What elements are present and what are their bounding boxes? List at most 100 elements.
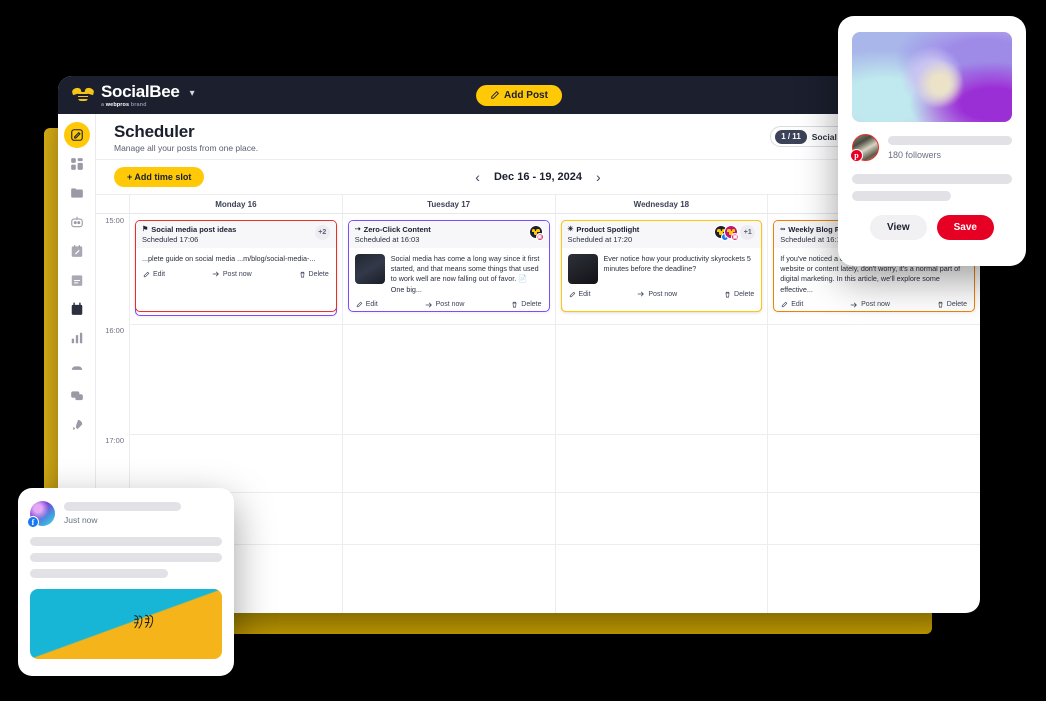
calendar-column-wednesday[interactable]: ⚑Social media infographicScheduled 15:07… (554, 214, 768, 613)
grid-icon (70, 158, 83, 170)
time-gutter: 15:00 16:00 17:00 (96, 214, 129, 613)
sidebar-item-scheduler[interactable] (64, 296, 90, 322)
chevron-left-icon[interactable]: ‹ (475, 169, 480, 185)
post-title-text: Social media post ideas (151, 225, 237, 234)
bell-icon (71, 366, 82, 370)
sidebar-item-notifications[interactable] (64, 354, 90, 380)
delete-label: Delete (521, 301, 542, 309)
sidebar-item-engage[interactable] (64, 383, 90, 409)
skeleton-line (852, 174, 1012, 184)
sidebar-item-post-editor[interactable] (64, 238, 90, 264)
trash-icon (512, 302, 517, 308)
post-now-action[interactable]: Post now (212, 270, 252, 278)
delete-action[interactable]: Delete (299, 270, 329, 278)
calendar-column-tuesday[interactable]: ⇢ Zero-Click Content Scheduled at 16:03 ▣ So… (341, 214, 555, 613)
post-card-actions: Edit Post now Delete (774, 301, 974, 311)
day-header-thursday (767, 195, 980, 213)
day-header-tuesday: Tuesday 17 (341, 195, 555, 213)
compose-icon (70, 129, 83, 141)
time-label-17: 17:00 (105, 436, 124, 445)
post-text: Social media has come a long way since i… (390, 254, 540, 294)
edit-action[interactable]: Edit (781, 301, 803, 309)
chevron-down-icon[interactable]: ▾ (189, 87, 195, 99)
arrow-right-icon (638, 291, 645, 297)
sidebar-item-schedule[interactable] (64, 267, 90, 293)
sidebar-item-dashboard[interactable] (64, 151, 90, 177)
extra-accounts-badge: +1 (740, 225, 756, 240)
calendar-day-headers: Monday 16 Tuesday 17 Wednesday 18 (96, 195, 980, 214)
post-card-actions: Edit Post now Delete (136, 270, 336, 282)
edit-label: Edit (578, 290, 591, 298)
add-time-slot-button[interactable]: + Add time slot (114, 167, 205, 187)
facebook-preview-card: f Just now (18, 488, 234, 676)
post-thumbnail (354, 254, 385, 284)
post-title-text: Weekly Blog Post (788, 225, 852, 234)
robot-icon (70, 216, 83, 228)
hour-divider (129, 492, 980, 493)
skeleton-line (30, 537, 222, 546)
post-now-action[interactable]: Post now (637, 290, 677, 298)
post-scheduled-time: Scheduled 17:06 (142, 235, 199, 244)
add-post-label: Add Post (504, 89, 548, 101)
day-header-wednesday: Wednesday 18 (554, 195, 768, 213)
instagram-badge-icon: ▣ (535, 233, 544, 241)
date-navigator: ‹ Dec 16 - 19, 2024 › (475, 170, 600, 184)
notification-header: f Just now (27, 501, 222, 528)
ladder-icon (133, 614, 154, 629)
social-accounts-count: 1 / 11 (775, 129, 807, 144)
trash-icon (938, 302, 943, 308)
date-range-label: Dec 16 - 19, 2024 (493, 171, 583, 183)
add-post-button[interactable]: Add Post (476, 84, 562, 106)
post-now-action[interactable]: Post now (425, 301, 465, 309)
pinterest-preview-card: р 180 followers View Save (838, 16, 1026, 266)
brand-logo[interactable]: SocialBee a webpros brand ▾ (71, 83, 195, 108)
post-text: ...plete guide on social media ...m/blog… (142, 254, 316, 263)
post-now-label: Post now (435, 301, 465, 309)
sidebar-item-whats-new[interactable] (64, 412, 90, 438)
time-label-16: 16:00 (105, 326, 124, 335)
sidebar-item-analytics[interactable] (64, 325, 90, 351)
edit-action[interactable]: Edit (143, 270, 165, 278)
post-thumbnail (567, 254, 598, 284)
post-now-label: Post now (648, 290, 678, 298)
sidebar-item-compose[interactable] (63, 122, 90, 148)
avatar: ▣ (724, 225, 740, 241)
arrow-right-icon (212, 271, 219, 277)
trash-icon (299, 271, 305, 278)
post-card-actions: Edit Post now Delete (349, 301, 549, 311)
sidebar-item-ai-assistant[interactable] (64, 209, 90, 235)
account-avatars: +2 (314, 225, 330, 240)
edit-action[interactable]: Edit (569, 290, 591, 298)
post-now-action[interactable]: Post now (850, 301, 890, 309)
star-icon: ✳ (567, 226, 574, 233)
save-button[interactable]: Save (936, 215, 994, 240)
post-card-actions: Edit Post now Delete (562, 290, 762, 302)
post-card-header: ⚑ Social media post ideas Scheduled 17:06 +… (136, 221, 336, 248)
post-card-body: ...plete guide on social media ...m/blog… (136, 248, 336, 270)
sidebar-item-content-folders[interactable] (64, 180, 90, 206)
view-button[interactable]: View (870, 215, 927, 240)
day-header-monday: Monday 16 (129, 195, 342, 213)
edit-action[interactable]: Edit (356, 301, 378, 309)
hour-divider (129, 324, 980, 325)
timestamp: Just now (64, 515, 98, 525)
skeleton-line (64, 502, 181, 511)
pool-ladder-image (30, 589, 222, 659)
post-category: ⇢Zero-Click Content (355, 225, 543, 234)
post-card[interactable]: ⇢ Zero-Click Content Scheduled at 16:03 ▣ So… (347, 220, 550, 312)
account-avatars: f▣+1 (714, 225, 756, 241)
post-card[interactable]: ⚑ Social media post ideas Scheduled 17:06 +… (135, 220, 337, 312)
pencil-icon (569, 291, 575, 297)
chevron-right-icon[interactable]: › (596, 169, 601, 185)
compose-icon (491, 91, 500, 99)
delete-action[interactable]: Delete (937, 301, 967, 309)
pencil-icon (143, 271, 150, 277)
delete-action[interactable]: Delete (511, 301, 542, 309)
delete-action[interactable]: Delete (724, 290, 754, 298)
post-text: Ever notice how your productivity skyroc… (603, 254, 751, 274)
post-category: ⚑ Social media post ideas (142, 225, 330, 234)
